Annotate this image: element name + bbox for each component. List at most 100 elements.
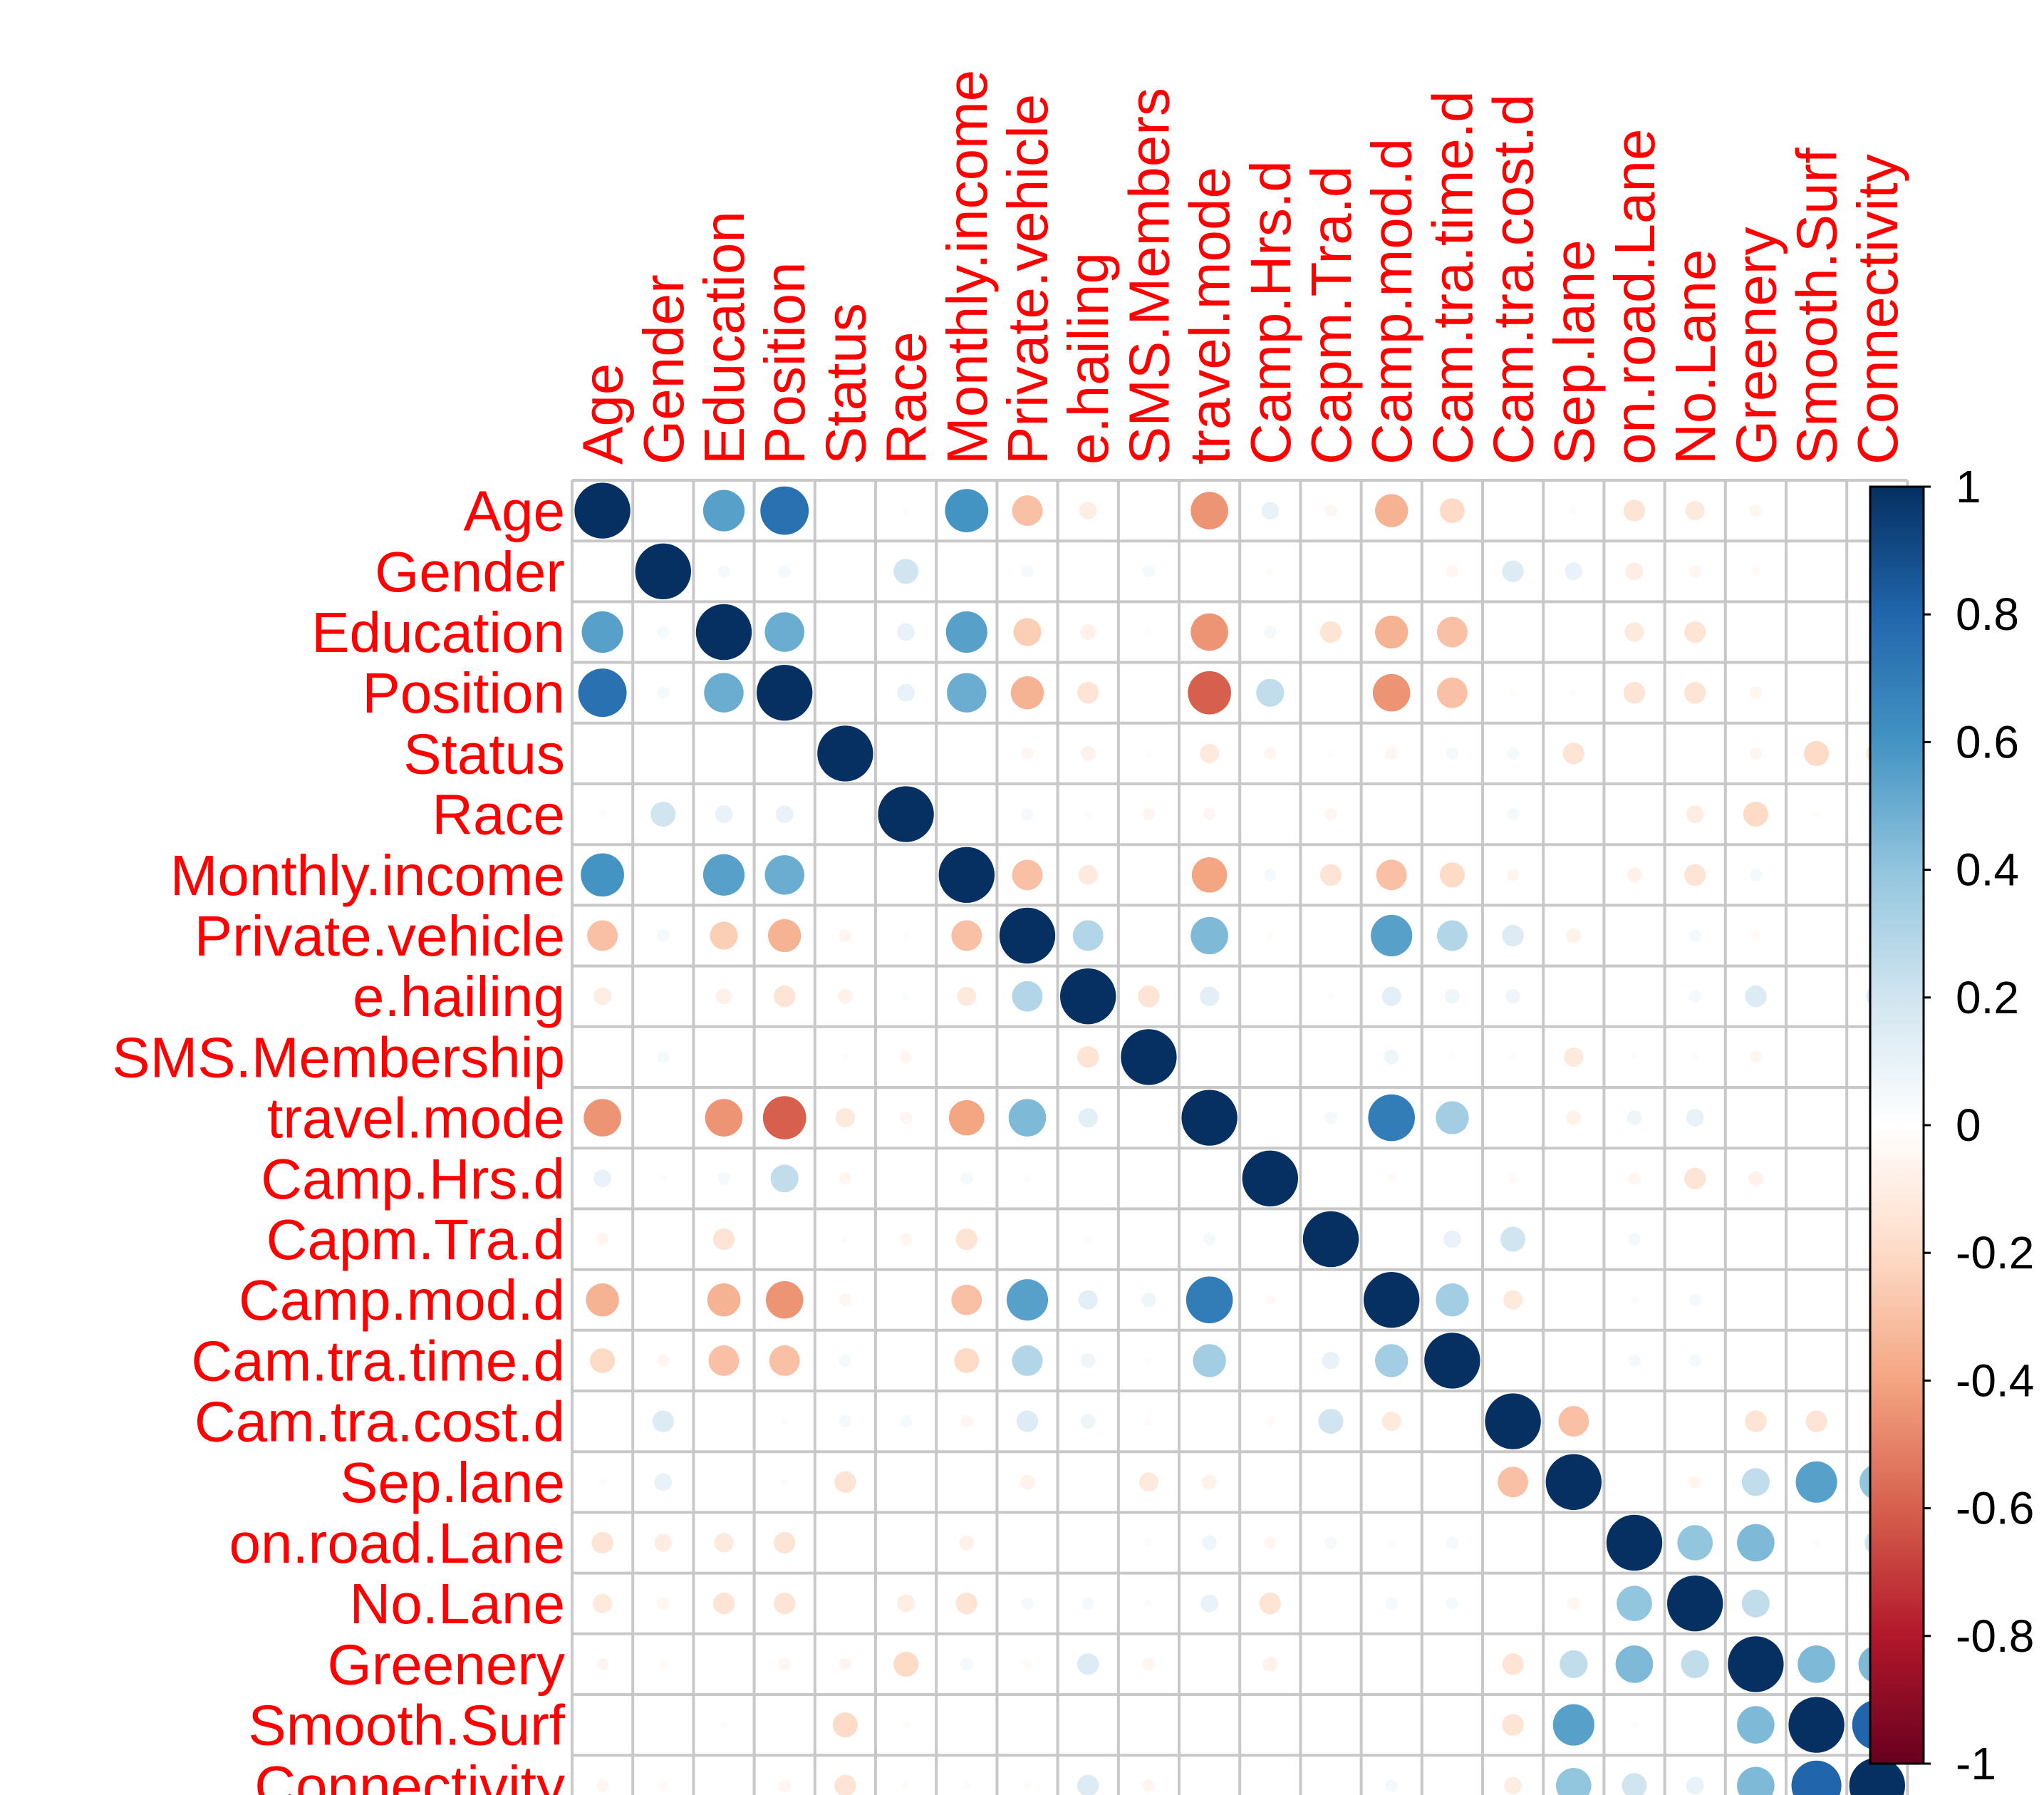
correlation-dot xyxy=(1324,504,1337,517)
correlation-dot xyxy=(704,673,744,713)
correlation-dot xyxy=(715,805,733,823)
correlation-dot xyxy=(1364,1272,1420,1328)
colorbar-tick-label: -1 xyxy=(1956,1738,1996,1789)
correlation-dot xyxy=(1743,802,1768,827)
correlation-dot xyxy=(1144,1538,1153,1547)
correlation-dot xyxy=(1509,1052,1518,1061)
correlation-dot xyxy=(598,810,607,819)
correlation-dot xyxy=(581,853,624,897)
column-label: Education xyxy=(692,211,756,465)
correlation-dot xyxy=(1138,1472,1158,1492)
correlation-dot xyxy=(834,1471,856,1493)
correlation-dot xyxy=(768,919,801,953)
correlation-dot xyxy=(1688,565,1701,578)
correlation-dot xyxy=(1200,743,1220,763)
correlation-dot xyxy=(1144,1599,1153,1608)
correlation-dot xyxy=(1265,1295,1275,1305)
correlation-dot xyxy=(1737,1706,1775,1744)
correlation-dot xyxy=(593,1169,611,1188)
correlation-dot xyxy=(902,1781,911,1790)
correlation-dot xyxy=(1242,1150,1298,1206)
row-label: Status xyxy=(403,722,565,785)
column-label: on.road.Lane xyxy=(1603,128,1666,465)
row-label: Race xyxy=(432,783,565,847)
column-label: Status xyxy=(814,303,877,465)
correlation-dot xyxy=(778,1657,791,1671)
correlation-dot xyxy=(1623,682,1646,704)
correlation-cells xyxy=(574,482,1905,1795)
correlation-dot xyxy=(654,1533,673,1552)
correlation-dot xyxy=(1508,1174,1518,1184)
correlation-dot xyxy=(1558,1406,1589,1437)
correlation-dot xyxy=(839,1293,852,1306)
correlation-dot xyxy=(1804,740,1830,766)
correlation-dot xyxy=(714,1533,734,1553)
correlation-dot xyxy=(774,1593,796,1615)
correlation-dot xyxy=(1203,807,1216,821)
correlation-dot xyxy=(1142,807,1156,821)
correlation-dot xyxy=(1446,565,1459,578)
correlation-dot xyxy=(1436,1101,1469,1134)
correlation-dot xyxy=(1084,810,1092,819)
correlation-dot xyxy=(960,1172,973,1185)
correlation-dot xyxy=(1688,990,1701,1003)
correlation-dot xyxy=(1142,565,1156,578)
correlation-dot xyxy=(1503,1290,1523,1310)
correlation-dot xyxy=(1016,1410,1039,1432)
correlation-dot xyxy=(945,611,987,653)
correlation-dot xyxy=(1012,981,1043,1012)
correlation-dot xyxy=(1327,749,1335,757)
correlation-dot xyxy=(1261,502,1280,519)
correlation-dot xyxy=(574,482,631,539)
correlation-dot xyxy=(1078,865,1098,885)
correlation-dot xyxy=(1203,1233,1216,1246)
correlation-dot xyxy=(1376,859,1407,891)
correlation-dot xyxy=(708,1345,740,1376)
correlation-dot xyxy=(839,1414,852,1428)
correlation-dot xyxy=(1324,807,1337,821)
correlation-dot xyxy=(1077,1046,1099,1068)
colorbar-tick-label: 0.6 xyxy=(1956,716,2019,767)
correlation-dot xyxy=(1023,1174,1032,1183)
correlation-dot xyxy=(774,1531,796,1554)
colorbar-gradient xyxy=(1869,485,1925,1765)
correlation-dot xyxy=(581,611,623,653)
correlation-dot xyxy=(1081,1597,1094,1610)
row-label: Position xyxy=(362,661,565,725)
correlation-dot xyxy=(1624,622,1644,642)
correlation-dot xyxy=(902,1721,911,1729)
correlation-dot xyxy=(1084,1235,1092,1243)
correlation-dot xyxy=(1142,1657,1156,1671)
correlation-dot xyxy=(1566,1110,1582,1125)
correlation-dot xyxy=(659,1174,668,1183)
correlation-dot xyxy=(1684,621,1706,643)
correlation-dot xyxy=(1504,1776,1522,1795)
correlation-dot xyxy=(587,920,618,951)
correlation-dot xyxy=(1259,1593,1281,1615)
correlation-dot xyxy=(1728,1636,1784,1692)
correlation-dot xyxy=(899,1050,913,1064)
correlation-dot xyxy=(1667,1576,1723,1632)
correlation-dot xyxy=(897,1594,915,1613)
column-label: Camp.mod.d xyxy=(1360,138,1423,465)
correlation-dot xyxy=(1144,1417,1153,1426)
correlation-dot xyxy=(1372,673,1411,712)
correlation-dot xyxy=(1010,676,1044,710)
correlation-dot xyxy=(835,1108,855,1128)
correlation-dot xyxy=(1812,810,1821,819)
correlation-dot xyxy=(1748,1171,1763,1186)
correlation-dot xyxy=(1381,986,1401,1006)
correlation-dot xyxy=(1080,1414,1096,1429)
correlation-dot xyxy=(1686,1776,1704,1795)
correlation-dot xyxy=(963,1781,971,1790)
correlation-dot xyxy=(578,668,627,718)
correlation-dot xyxy=(1560,1650,1588,1678)
correlation-dot xyxy=(1628,1233,1641,1246)
correlation-dot xyxy=(1688,929,1701,942)
correlation-dot xyxy=(707,1283,741,1317)
correlation-dot xyxy=(1322,1352,1340,1370)
correlation-dot xyxy=(1749,686,1763,699)
correlation-dot xyxy=(1750,931,1761,941)
correlation-dot xyxy=(1385,747,1398,760)
correlation-dot xyxy=(1072,920,1104,951)
